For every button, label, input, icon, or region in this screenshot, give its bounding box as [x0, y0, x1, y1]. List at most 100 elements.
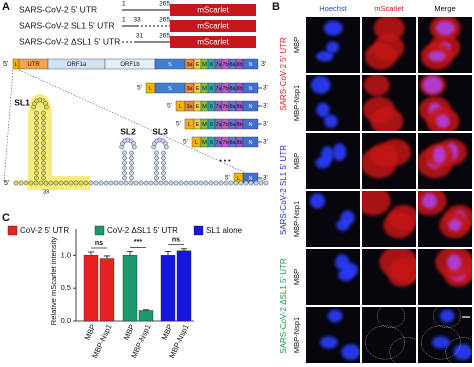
- nucleotide: [218, 180, 224, 186]
- segment-label: 7a: [215, 140, 222, 146]
- nucleotide: [41, 165, 46, 171]
- segment-label: L: [14, 62, 17, 68]
- nucleotide: [122, 150, 127, 156]
- significance: ns: [95, 240, 103, 247]
- nucleotide: [63, 180, 69, 186]
- nucleotide: [238, 180, 244, 186]
- nucleotide: [78, 180, 84, 186]
- segment-label: 6: [210, 140, 213, 146]
- segment-label: S: [168, 86, 172, 92]
- segment-label: 8a: [229, 62, 236, 68]
- segment-label: 7b: [222, 62, 228, 68]
- error-bar: [104, 255, 110, 259]
- nucleus: [336, 219, 350, 232]
- segment-label: E: [196, 62, 200, 68]
- nucleotide: [28, 180, 34, 186]
- nucleotide: [48, 180, 54, 186]
- segment-label: S: [168, 62, 172, 68]
- nucleotide: [183, 180, 189, 186]
- three-prime: 3': [261, 61, 266, 68]
- nucleus: [447, 254, 462, 271]
- cytoplasm: [362, 191, 391, 216]
- segment-label: 7b: [222, 122, 228, 128]
- bar: [99, 258, 115, 322]
- nucleus: [323, 20, 343, 36]
- nucleus: [310, 76, 331, 94]
- nucleotide: [83, 180, 89, 186]
- five-prime: 5': [4, 180, 9, 187]
- nucleus: [453, 344, 472, 361]
- nucleotide: [93, 180, 99, 186]
- genome-segment: [242, 58, 259, 70]
- nucleotide: [223, 180, 229, 186]
- bar: [122, 255, 138, 322]
- nucleotide: [198, 180, 204, 186]
- nucleus: [448, 219, 462, 232]
- five-prime: 5': [183, 139, 188, 146]
- error-bar: [143, 309, 149, 311]
- nucleotide: [34, 170, 39, 176]
- nucleus: [422, 76, 443, 94]
- nucleotide: [131, 144, 137, 150]
- segment-label: M: [202, 86, 207, 92]
- nucleotide: [143, 180, 149, 186]
- nucleotide: [154, 175, 159, 181]
- five-prime: 5': [225, 175, 230, 182]
- nucleotide: [13, 180, 19, 186]
- nucleus: [335, 254, 350, 271]
- nucleus: [332, 143, 347, 162]
- nucleus: [436, 114, 450, 128]
- row-label: MBP-Nsp1: [292, 85, 301, 121]
- micrograph-content: [315, 143, 347, 169]
- nucleotide: [122, 170, 127, 176]
- segment-label: N: [249, 140, 253, 146]
- micrograph-content: [418, 191, 472, 239]
- segment-label: ORF1a: [67, 62, 87, 68]
- three-prime: 3': [263, 121, 268, 128]
- segment-label: 7a: [215, 86, 222, 92]
- segment-label: L: [195, 140, 198, 146]
- nucleus: [327, 309, 343, 323]
- cytoplasm: [383, 211, 415, 239]
- nucleotide: [158, 180, 164, 186]
- nucleotide: [178, 180, 184, 186]
- segment-label: 8a: [229, 140, 236, 146]
- segment-label: M: [202, 140, 207, 146]
- nucleotide: [173, 180, 179, 186]
- segment-label: M: [202, 104, 207, 110]
- nucleotide: [34, 145, 39, 151]
- micrograph-content: [363, 75, 404, 131]
- nucleotide: [122, 155, 127, 161]
- construct-name: SARS-CoV-2 SL1 5' UTR: [19, 20, 115, 30]
- nucleotide: [129, 175, 134, 181]
- significance: ns: [172, 237, 180, 244]
- five-prime: 5': [3, 61, 8, 68]
- nucleus: [321, 146, 334, 164]
- cell-outline: [421, 325, 461, 360]
- nucleotide: [154, 155, 159, 161]
- nucleotide: [41, 140, 46, 146]
- row-label: MBP-Nsp1: [292, 201, 301, 237]
- nucleus: [309, 193, 326, 209]
- nucleotide: [34, 135, 39, 141]
- nucleotide: [34, 165, 39, 171]
- construct-name: SARS-CoV-2 ΔSL1 5' UTR: [19, 36, 120, 46]
- legend-label: SL1 alone: [206, 226, 243, 235]
- nucleotide: [23, 180, 29, 186]
- nucleotide: [18, 180, 24, 186]
- cell-outline: [365, 325, 405, 360]
- nucleotide: [68, 180, 74, 186]
- row-label: MBP: [292, 269, 301, 285]
- segment-label: 7a: [215, 62, 222, 68]
- segment-label: E: [196, 104, 200, 110]
- nucleus: [433, 146, 446, 164]
- micrograph-content: [362, 139, 412, 179]
- error-bar: [88, 251, 94, 256]
- three-prime: 3': [263, 139, 268, 146]
- nucleotide: [133, 180, 139, 186]
- row-label: MBP-Nsp1: [292, 317, 301, 353]
- nucleus: [320, 336, 338, 349]
- nucleotide: [41, 175, 46, 181]
- segment-label: UTR: [27, 62, 40, 68]
- panel-label: A: [2, 1, 10, 13]
